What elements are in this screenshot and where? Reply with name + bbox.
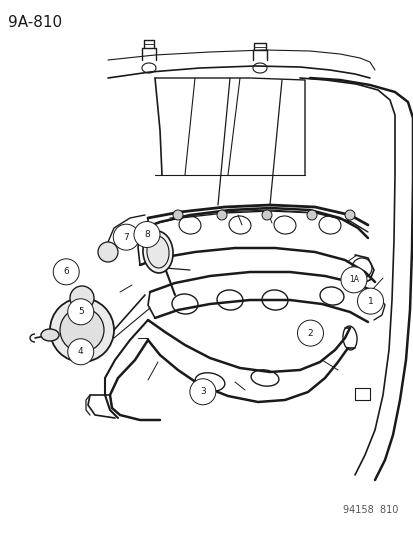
Circle shape bbox=[306, 210, 316, 220]
Circle shape bbox=[261, 210, 271, 220]
Circle shape bbox=[173, 210, 183, 220]
Circle shape bbox=[68, 299, 93, 325]
Text: 2: 2 bbox=[307, 329, 313, 337]
Circle shape bbox=[113, 224, 139, 250]
Circle shape bbox=[190, 379, 215, 405]
Text: 5: 5 bbox=[78, 308, 83, 316]
Circle shape bbox=[344, 210, 354, 220]
Circle shape bbox=[357, 288, 382, 314]
Text: 7: 7 bbox=[123, 233, 129, 241]
Text: 4: 4 bbox=[78, 348, 83, 356]
Circle shape bbox=[216, 210, 226, 220]
Ellipse shape bbox=[142, 231, 173, 273]
Circle shape bbox=[68, 339, 93, 365]
Text: 8: 8 bbox=[144, 230, 150, 239]
Text: 3: 3 bbox=[199, 387, 205, 396]
Ellipse shape bbox=[41, 329, 59, 341]
Ellipse shape bbox=[147, 236, 169, 268]
Circle shape bbox=[70, 286, 94, 310]
Circle shape bbox=[134, 222, 159, 247]
Circle shape bbox=[53, 259, 79, 285]
Text: 9A-810: 9A-810 bbox=[8, 15, 62, 30]
Circle shape bbox=[50, 298, 114, 362]
Circle shape bbox=[340, 267, 366, 293]
Circle shape bbox=[297, 320, 323, 346]
Text: 1: 1 bbox=[367, 297, 373, 305]
Text: 94158  810: 94158 810 bbox=[342, 505, 397, 515]
Text: 6: 6 bbox=[63, 268, 69, 276]
Circle shape bbox=[98, 242, 118, 262]
Circle shape bbox=[60, 308, 104, 352]
Text: 1A: 1A bbox=[348, 276, 358, 284]
